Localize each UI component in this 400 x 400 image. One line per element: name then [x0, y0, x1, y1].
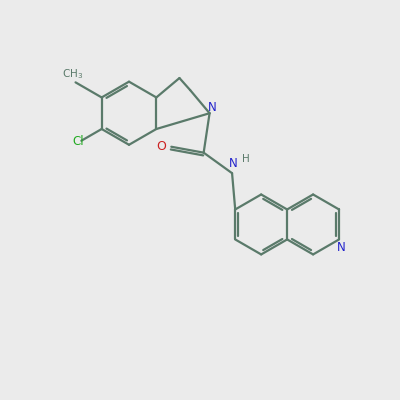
Text: Cl: Cl	[72, 135, 84, 148]
Text: H: H	[242, 154, 250, 164]
Text: O: O	[157, 140, 166, 153]
Text: N: N	[337, 242, 346, 254]
Text: N: N	[208, 101, 217, 114]
Text: N: N	[228, 157, 237, 170]
Text: CH$_3$: CH$_3$	[62, 68, 84, 81]
